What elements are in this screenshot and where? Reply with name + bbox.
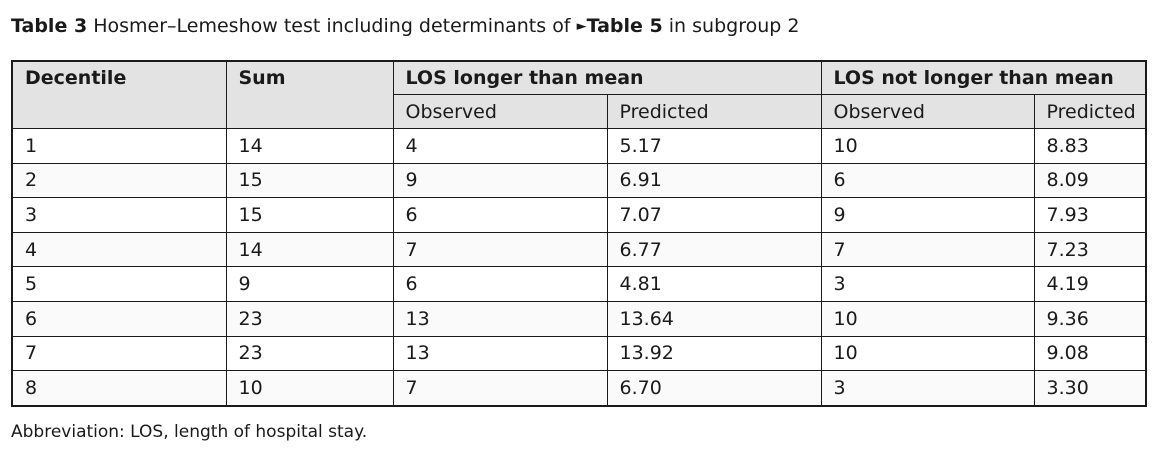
cell-sum: 15 (225, 197, 394, 233)
table-row: 2 15 9 6.91 6 8.09 (11, 162, 1147, 199)
cell-longer-observed: 7 (392, 370, 608, 407)
table-row: 5 9 6 4.81 3 4.19 (11, 266, 1147, 302)
table-row: 1 14 4 5.17 10 8.83 (11, 128, 1147, 164)
cell-decentile: 4 (11, 231, 227, 268)
hosmer-lemeshow-table: Decentile Sum LOS longer than mean LOS n… (11, 60, 1148, 407)
cell-not-longer-predicted: 9.08 (1033, 335, 1147, 372)
arrow-icon: ► (576, 19, 587, 34)
cell-decentile: 5 (11, 266, 227, 302)
cell-longer-predicted: 6.70 (606, 370, 822, 407)
cell-not-longer-predicted: 9.36 (1033, 300, 1147, 337)
cell-decentile: 6 (11, 300, 227, 337)
cell-sum: 9 (225, 266, 394, 302)
table-caption: Table 3 Hosmer–Lemeshow test including d… (11, 14, 799, 39)
cell-not-longer-predicted: 7.23 (1033, 231, 1147, 268)
cell-not-longer-predicted: 7.93 (1033, 197, 1147, 233)
table-row: 6 23 13 13.64 10 9.36 (11, 300, 1147, 337)
caption-title-before: Hosmer–Lemeshow test including determina… (93, 15, 571, 37)
table-footnote: Abbreviation: LOS, length of hospital st… (11, 422, 368, 442)
table-row: 7 23 13 13.92 10 9.08 (11, 335, 1147, 372)
header-not-longer-predicted: Predicted (1033, 94, 1147, 129)
cell-longer-observed: 6 (392, 266, 608, 302)
cell-not-longer-observed: 10 (820, 128, 1035, 164)
cell-not-longer-predicted: 8.83 (1033, 128, 1147, 164)
header-sum: Sum (225, 60, 394, 129)
cell-longer-observed: 6 (392, 197, 608, 233)
header-longer-observed: Observed (392, 94, 608, 129)
cell-sum: 23 (225, 335, 394, 372)
cell-not-longer-observed: 10 (820, 335, 1035, 372)
table-body: 1 14 4 5.17 10 8.83 2 15 9 6.91 6 8.09 3 15 6 7.07 9 7.93… (11, 128, 1147, 407)
table-reference-link[interactable]: Table 5 (586, 15, 663, 37)
cell-not-longer-observed: 3 (820, 266, 1035, 302)
caption-title-after: in subgroup 2 (668, 15, 800, 37)
table-row: 4 14 7 6.77 7 7.23 (11, 231, 1147, 268)
cell-sum: 23 (225, 300, 394, 337)
cell-sum: 14 (225, 231, 394, 268)
header-los-not-longer: LOS not longer than mean (820, 60, 1147, 95)
table-row: 3 15 6 7.07 9 7.93 (11, 197, 1147, 233)
cell-longer-predicted: 6.77 (606, 231, 822, 268)
cell-decentile: 3 (11, 197, 227, 233)
cell-longer-predicted: 13.92 (606, 335, 822, 372)
cell-longer-predicted: 6.91 (606, 162, 822, 199)
cell-not-longer-observed: 10 (820, 300, 1035, 337)
header-decentile: Decentile (11, 60, 227, 129)
cell-sum: 14 (225, 128, 394, 164)
cell-longer-observed: 13 (392, 300, 608, 337)
cell-longer-predicted: 5.17 (606, 128, 822, 164)
cell-decentile: 2 (11, 162, 227, 199)
cell-not-longer-predicted: 8.09 (1033, 162, 1147, 199)
cell-not-longer-predicted: 4.19 (1033, 266, 1147, 302)
cell-sum: 10 (225, 370, 394, 407)
cell-decentile: 7 (11, 335, 227, 372)
cell-not-longer-observed: 9 (820, 197, 1035, 233)
cell-decentile: 8 (11, 370, 227, 407)
cell-not-longer-observed: 6 (820, 162, 1035, 199)
cell-longer-observed: 7 (392, 231, 608, 268)
table-row: 8 10 7 6.70 3 3.30 (11, 370, 1147, 407)
cell-not-longer-observed: 7 (820, 231, 1035, 268)
cell-longer-observed: 4 (392, 128, 608, 164)
cell-sum: 15 (225, 162, 394, 199)
header-longer-predicted: Predicted (606, 94, 822, 129)
cell-longer-observed: 13 (392, 335, 608, 372)
table-label: Table 3 (11, 15, 88, 37)
cell-not-longer-observed: 3 (820, 370, 1035, 407)
header-los-longer: LOS longer than mean (392, 60, 822, 95)
cell-longer-predicted: 7.07 (606, 197, 822, 233)
cell-longer-predicted: 4.81 (606, 266, 822, 302)
cell-longer-observed: 9 (392, 162, 608, 199)
cell-longer-predicted: 13.64 (606, 300, 822, 337)
cell-decentile: 1 (11, 128, 227, 164)
cell-not-longer-predicted: 3.30 (1033, 370, 1147, 407)
header-not-longer-observed: Observed (820, 94, 1035, 129)
